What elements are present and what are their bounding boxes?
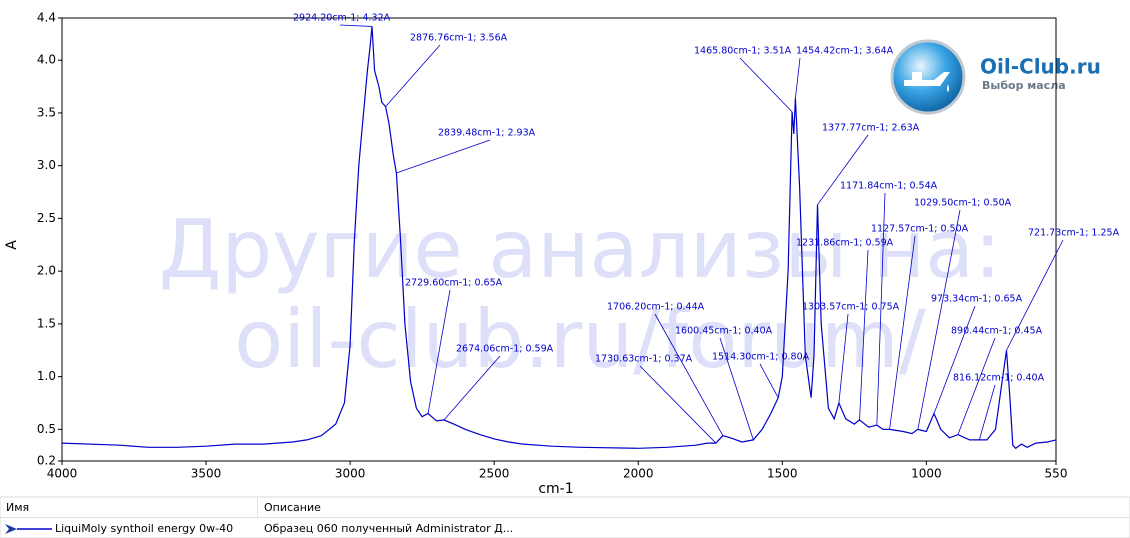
annotation-leader [427,289,451,414]
annotation-leader [1006,239,1064,351]
annotation-label: 1029.50cm-1; 0.50A [914,198,1012,209]
annotation-leader [654,313,724,436]
y-tick-label: 3.5 [37,105,56,119]
annotation-leader [859,249,869,420]
y-tick-label: 1.0 [37,369,56,383]
y-axis-label: A [4,240,20,250]
logo: Oil-Club.ru Выбор масла [890,39,1101,115]
annotation-leader [889,235,916,430]
x-tick-label: 3500 [191,467,222,481]
spectrum-line [61,26,1057,450]
annotation-label: 2839.48cm-1; 2.93A [438,128,536,139]
annotation-label: 721.73cm-1; 1.25A [1028,228,1120,239]
legend-description: Образец 060 полученный Administrator Д..… [264,522,513,535]
x-tick-label: 4000 [47,467,78,481]
logo-title: Oil-Club.ru [980,55,1101,79]
annotation-label: 1231.86cm-1; 0.59A [796,238,894,249]
annotation-label: 1600.45cm-1; 0.40A [675,326,773,337]
annotation-leader [759,363,779,398]
annotation-label: 2876.76cm-1; 3.56A [410,33,508,44]
watermark-line: oil-club.ru/forum/ [234,293,926,386]
annotation-label: 1730.63cm-1; 0.37A [595,354,693,365]
annotation-label: 816.12cm-1; 0.40A [953,373,1045,384]
annotation-label: 973.34cm-1; 0.65A [931,294,1023,305]
annotation-leader [443,355,501,421]
annotation-label: 1454.42cm-1; 3.64A [796,46,894,57]
y-tick-label: 4.4 [37,11,56,25]
legend-column: Имя [6,501,29,514]
annotation-leader [719,337,754,441]
plot-frame [61,17,1057,462]
annotation-label: 1465.80cm-1; 3.51A [694,46,792,57]
legend-name: LiquiMoly synthoil energy 0w-40 [55,522,233,535]
watermark-line: Другие анализы на: [159,203,1001,296]
annotation-label: 1706.20cm-1; 0.44A [607,302,705,313]
annotation-label: 1514.30cm-1; 0.80A [712,352,810,363]
annotation-label: 2924.20cm-1; 4.32A [293,13,391,24]
annotation-leader [385,44,441,107]
x-axis-label: cm-1 [538,481,573,497]
watermark: Другие анализы на: oil-club.ru/forum/ [159,203,1001,386]
x-tick-label: 2500 [479,467,510,481]
y-tick-label: 0.5 [37,422,56,436]
annotation-label: 1377.77cm-1; 2.63A [822,123,920,134]
annotation-leader [957,337,996,435]
annotation-leader [876,192,886,426]
logo-can [904,72,950,92]
logo-icon [890,39,966,115]
x-tick-label: 550 [1045,467,1068,481]
annotation-leader [396,139,491,174]
y-tick-label: 3.0 [37,158,56,172]
annotation-leader [639,365,717,444]
x-tick-label: 1500 [767,467,798,481]
y-tick-label: 2.5 [37,211,56,225]
annotation-leader [339,24,372,27]
annotation-label: 1303.57cm-1; 0.75A [802,302,900,313]
x-tick-label: 1000 [911,467,942,481]
legend-arrow [5,524,17,534]
y-tick-label: 4.0 [37,53,56,67]
logo-subtitle: Выбор масла [982,79,1066,92]
annotation-leader [838,313,849,404]
annotation-leader [817,134,869,205]
annotation-leader [739,57,793,113]
annotation-label: 1127.57cm-1; 0.50A [871,224,969,235]
annotation-label: 2674.06cm-1; 0.59A [456,344,554,355]
annotation-label: 1171.84cm-1; 0.54A [840,181,938,192]
y-tick-label: 0.2 [37,454,56,468]
annotation-label: 890.44cm-1; 0.45A [951,326,1043,337]
legend-column: Описание [264,501,321,514]
annotation-leader [933,305,976,414]
x-tick-label: 3000 [335,467,366,481]
annotation-label: 2729.60cm-1; 0.65A [405,278,503,289]
annotation-leader [917,209,961,430]
y-tick-label: 1.5 [37,316,56,330]
x-tick-label: 2000 [623,467,654,481]
y-tick-label: 2.0 [37,264,56,278]
annotation-leader [978,384,996,441]
annotation-leader [795,57,801,99]
